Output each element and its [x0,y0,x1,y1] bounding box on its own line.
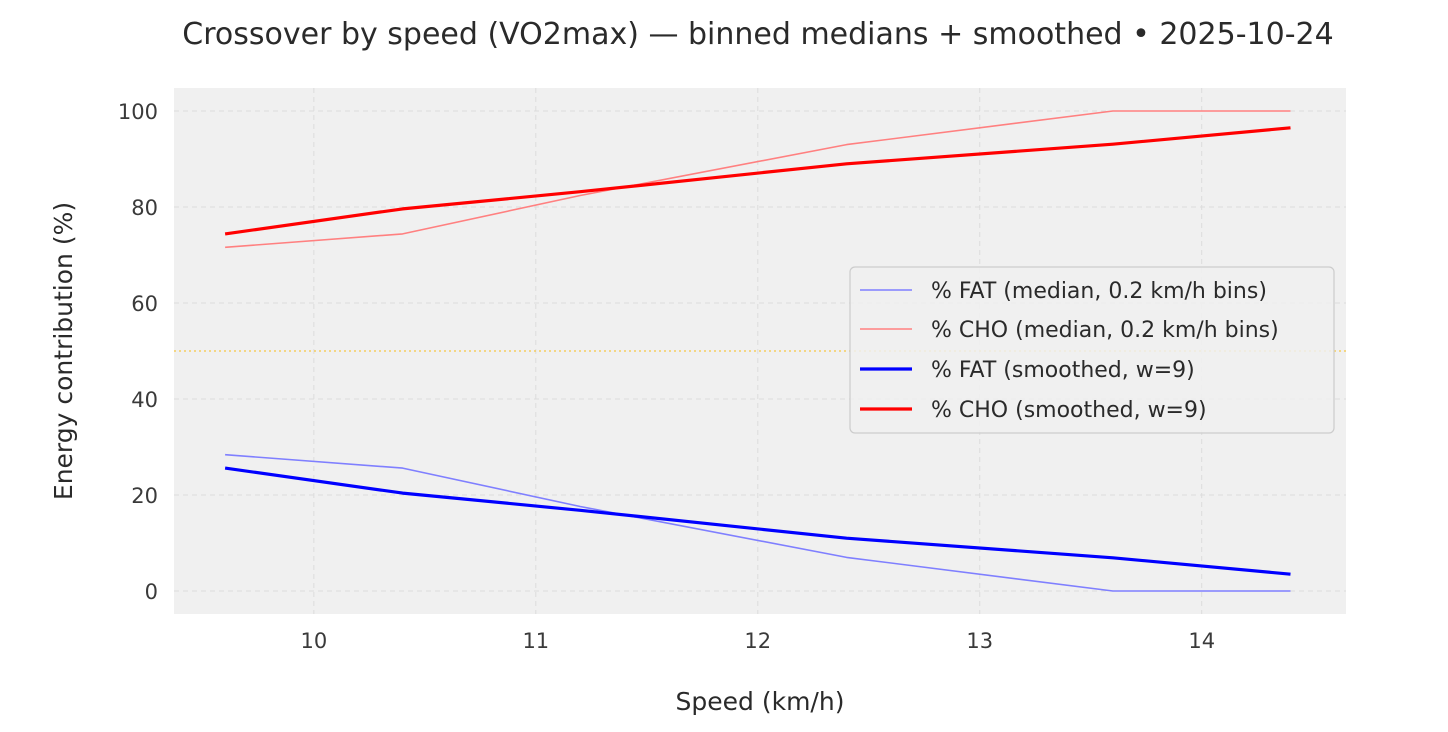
y-tick-label: 60 [131,292,158,316]
x-tick-label: 10 [300,629,327,653]
x-tick-label: 14 [1188,629,1215,653]
series-lines [224,110,1291,592]
legend-label-cho-smoothed: % CHO (smoothed, w=9) [931,398,1207,423]
chart-title: Crossover by speed (VO2max) — binned med… [182,17,1333,52]
y-tick-label: 40 [131,388,158,412]
series-cho-median [225,110,1291,249]
series-cho-smoothed [224,126,1291,236]
legend-box [849,266,1335,434]
x-tick-label: 12 [744,629,771,653]
y-tick-label: 100 [118,100,158,124]
series-fat-median [225,453,1291,592]
y-axis-label: Energy contribution (%) [49,202,78,500]
series-fat-smoothed [224,466,1291,576]
legend-label-cho-median: % CHO (median, 0.2 km/h bins) [931,318,1279,343]
y-tick-labels: 0 20 40 60 80 100 [118,100,158,604]
x-axis-label: Speed (km/h) [676,687,845,716]
x-tick-label: 13 [966,629,993,653]
legend-label-fat-median: % FAT (median, 0.2 km/h bins) [931,279,1267,304]
x-tick-labels: 10 11 12 13 14 [300,629,1215,653]
x-tick-label: 11 [522,629,549,653]
y-tick-label: 80 [131,196,158,220]
legend-label-fat-smoothed: % FAT (smoothed, w=9) [931,358,1195,383]
y-tick-label: 0 [145,580,158,604]
legend: % FAT (median, 0.2 km/h bins) % CHO (med… [849,266,1335,434]
y-tick-label: 20 [131,484,158,508]
